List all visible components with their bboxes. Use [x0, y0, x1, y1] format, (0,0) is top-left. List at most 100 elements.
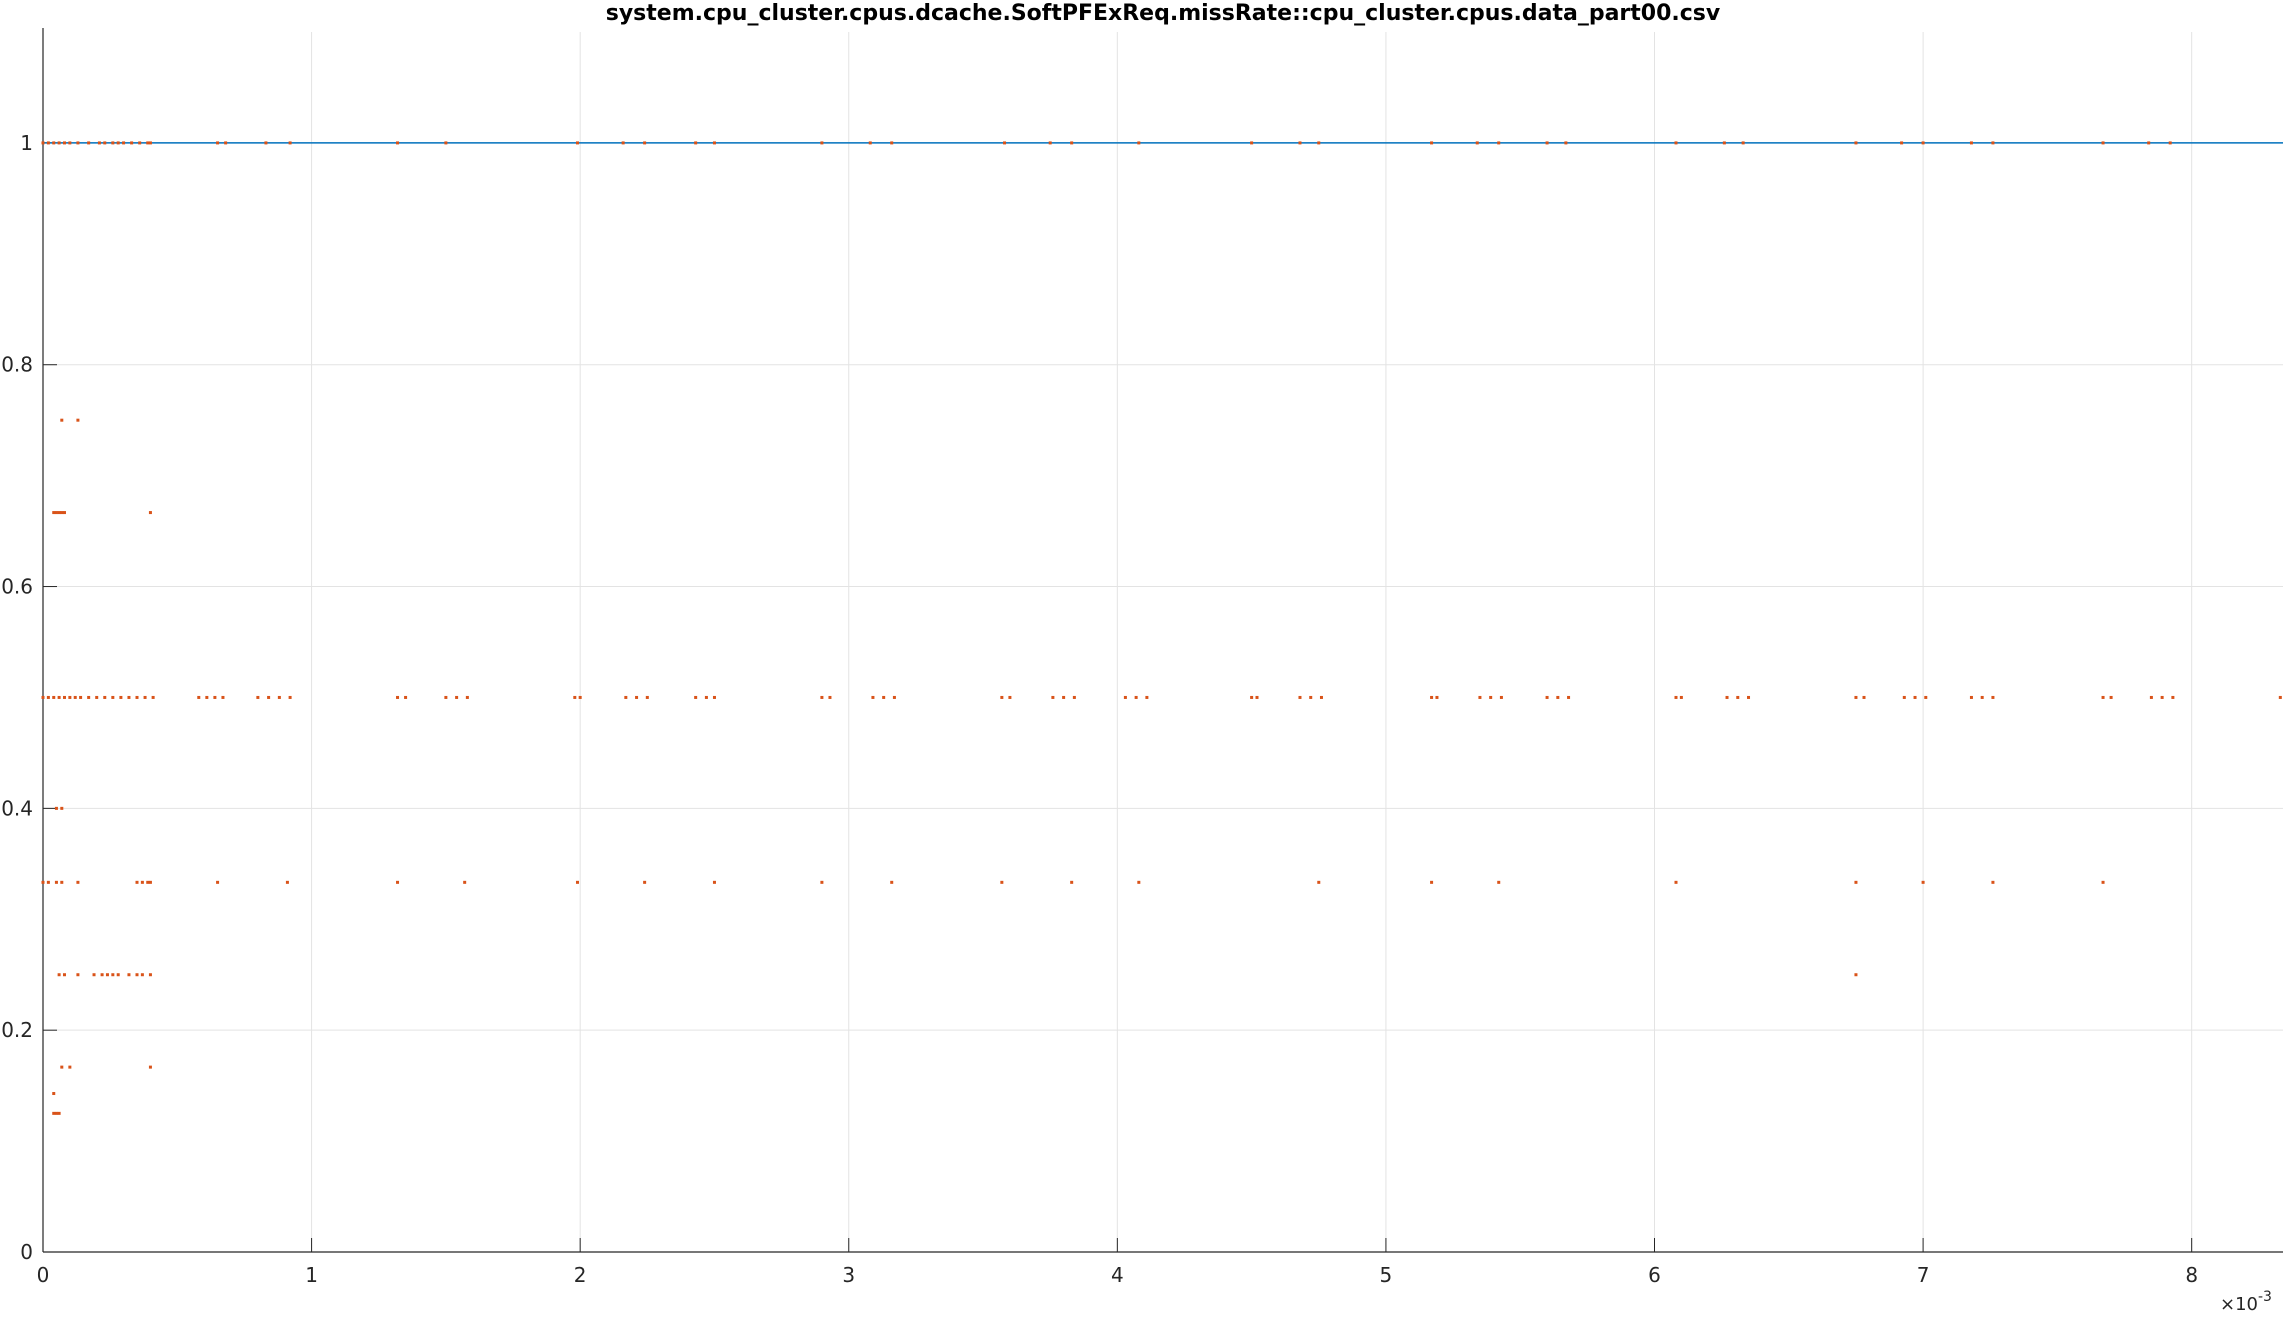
x-tick-label: 0: [37, 1263, 50, 1287]
data-point: [97, 141, 101, 145]
data-point: [146, 141, 150, 145]
data-point: [455, 695, 459, 699]
data-point: [712, 141, 716, 145]
x-tick-label: 5: [1380, 1263, 1393, 1287]
data-point: [1679, 695, 1683, 699]
data-point: [1674, 880, 1678, 884]
data-point: [1062, 695, 1066, 699]
data-point: [68, 695, 72, 699]
data-point: [1475, 141, 1479, 145]
data-point: [216, 141, 220, 145]
data-point: [76, 141, 80, 145]
data-point: [216, 880, 220, 884]
data-point: [140, 880, 144, 884]
data-point: [41, 880, 45, 884]
data-point: [148, 141, 152, 145]
data-point: [890, 880, 894, 884]
data-point: [465, 695, 469, 699]
data-point: [76, 880, 80, 884]
data-point: [892, 695, 896, 699]
data-point: [148, 1065, 152, 1069]
data-point: [404, 695, 408, 699]
data-point: [1309, 695, 1313, 699]
data-point: [62, 511, 66, 515]
data-point: [1489, 695, 1493, 699]
data-point: [103, 695, 107, 699]
data-point: [267, 695, 271, 699]
data-point: [57, 511, 61, 515]
data-point: [463, 880, 467, 884]
data-point: [41, 695, 45, 699]
data-point: [127, 695, 131, 699]
data-point: [820, 880, 824, 884]
y-tick-label: 0.8: [1, 353, 33, 377]
data-point: [828, 695, 832, 699]
data-point: [76, 418, 80, 422]
data-point: [116, 973, 120, 977]
data-point: [52, 141, 56, 145]
data-point: [46, 880, 50, 884]
data-point: [573, 695, 577, 699]
data-point: [1567, 695, 1571, 699]
data-point: [54, 880, 58, 884]
data-point: [148, 973, 152, 977]
data-point: [1741, 141, 1745, 145]
data-point: [100, 973, 104, 977]
data-point: [1250, 695, 1254, 699]
data-point: [2109, 695, 2113, 699]
data-point: [205, 695, 209, 699]
data-point: [1430, 880, 1434, 884]
data-point: [41, 141, 45, 145]
data-point: [444, 695, 448, 699]
data-point: [119, 695, 123, 699]
data-point: [224, 141, 228, 145]
data-point: [1497, 880, 1501, 884]
data-point: [127, 973, 131, 977]
data-point: [882, 695, 886, 699]
data-point: [1900, 141, 1904, 145]
data-point: [87, 695, 91, 699]
data-point: [138, 141, 142, 145]
data-point: [105, 973, 109, 977]
data-point: [444, 141, 448, 145]
data-point: [1430, 695, 1434, 699]
data-point: [1250, 141, 1254, 145]
data-point: [2171, 695, 2175, 699]
data-point: [396, 141, 400, 145]
data-point: [57, 141, 61, 145]
data-point: [221, 695, 225, 699]
data-point: [1499, 695, 1503, 699]
labels-layer: 0 1 2 3 4 5 6 7 8 0 0.2 0.4 0.6 0.8 1: [1, 131, 2198, 1287]
chart-title: system.cpu_cluster.cpus.dcache.SoftPFExR…: [606, 1, 1721, 26]
data-point: [52, 1111, 56, 1115]
series-layer: [41, 141, 2283, 1115]
data-point: [54, 511, 58, 515]
data-point: [62, 973, 66, 977]
data-point: [1854, 973, 1858, 977]
data-point: [1854, 141, 1858, 145]
data-point: [1003, 141, 1007, 145]
data-point: [1854, 695, 1858, 699]
data-point: [52, 695, 56, 699]
data-point: [148, 880, 152, 884]
data-point: [135, 695, 139, 699]
data-point: [54, 1111, 58, 1115]
x-axis-exponent: ×10-3: [2220, 1289, 2272, 1315]
data-point: [285, 880, 289, 884]
data-point: [151, 695, 155, 699]
data-point: [62, 695, 66, 699]
data-point: [1051, 695, 1055, 699]
data-point: [2278, 695, 2282, 699]
data-point: [704, 695, 708, 699]
data-point: [1969, 141, 1973, 145]
data-point: [2147, 141, 2151, 145]
data-point: [140, 973, 144, 977]
data-point: [1317, 880, 1321, 884]
data-point: [288, 695, 292, 699]
data-point: [197, 695, 201, 699]
data-point: [635, 695, 639, 699]
data-point: [2101, 695, 2105, 699]
data-point: [1722, 141, 1726, 145]
data-point: [1255, 695, 1259, 699]
